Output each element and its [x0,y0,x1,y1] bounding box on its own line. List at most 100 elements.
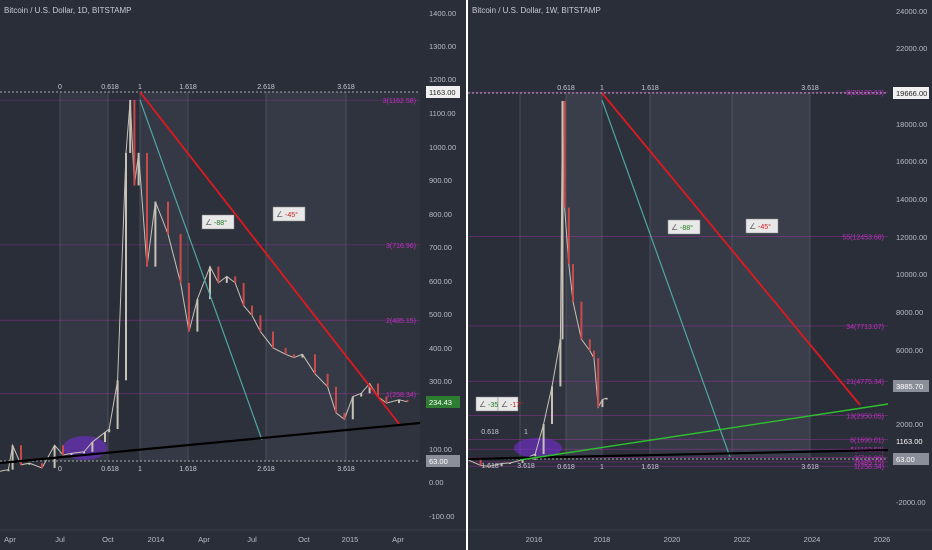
x-axis-tick-label: 2014 [148,535,165,544]
x-axis-tick-label: 2022 [734,535,751,544]
mini-fib-label: 1.618 [481,463,499,470]
price-series-line [0,99,408,472]
angle-badge[interactable] [497,396,519,412]
fib-time-label-top: 1.618 [179,84,197,91]
x-axis-tick-label: 2015 [342,535,359,544]
fib-time-label-top: 3.618 [801,85,819,92]
fib-time-label-top: 1 [600,85,604,92]
price-badge [426,396,460,408]
price-candle [551,386,553,425]
x-axis-tick-label: 2024 [804,535,821,544]
fib-time-label-bottom: 1.618 [179,466,197,473]
price-candle [561,100,564,340]
y-axis-tick-label: 22000.00 [896,44,927,53]
price-candle [488,465,490,467]
x-axis-tick-label: 2016 [526,535,543,544]
chart-panel-daily[interactable]: 3(1162.58) 3(716.96) 2(485.15) 1(258.34) 0 0.… [0,0,466,550]
x-axis-tick-label: Oct [298,535,311,544]
trend-line-teal [139,99,263,441]
angle-badge[interactable] [272,206,306,222]
mini-fib-label: 0.618 [481,429,499,436]
x-axis-tick-label: 2020 [664,535,681,544]
purple-highlight [514,438,562,458]
price-candle [53,445,56,469]
price-candle [293,354,295,358]
mini-fib-label: 3.618 [517,463,535,470]
y-axis-tick-label: 2000.00 [896,420,923,429]
y-axis-tick-label: 16000.00 [896,157,927,166]
angle-badge[interactable] [667,219,701,235]
chart-panel-weekly[interactable]: 8(20130.63) 55(12453.68) 34(7713.07) 21(477… [468,0,932,550]
trend-line-black [0,421,421,465]
x-axis-tick-label: Jul [55,535,65,544]
y-axis-tick-label: -2000.00 [896,498,926,507]
angle-badge[interactable] [201,214,235,230]
price-candle [601,399,604,408]
price-candle [234,276,237,283]
y-axis-tick-label: 500.00 [429,310,452,319]
price-candle [41,463,43,469]
price-badge [426,455,460,467]
angle-badge-label: -88° [680,224,693,232]
price-candle [251,305,253,316]
y-axis-tick-label: 1100.00 [429,109,456,118]
price-candle [368,383,371,394]
price-candle [242,282,245,306]
x-axis-tick-label: Oct [102,535,115,544]
y-axis-tick-label: 12000.00 [896,233,927,242]
y-axis-tick-label: 8000.00 [896,308,923,317]
fib-time-band [266,92,346,461]
trend-line-red [601,92,861,406]
weekly-chart-canvas[interactable]: 8(20130.63) 55(12453.68) 34(7713.07) 21(477… [468,0,932,550]
chart-title-weekly: Bitcoin / U.S. Dollar, 1W, BITSTAMP [472,6,601,15]
price-candle [509,462,511,464]
price-candle [167,201,169,235]
price-candle [351,396,354,420]
price-badge-label: 19666.00 [896,89,927,98]
fib-time-label-top: 2.618 [257,84,275,91]
price-candle [563,100,566,208]
price-candle [542,424,545,455]
fib-price-label: 34(7713.07) [846,324,884,331]
fib-price-label: 2(485.15) [854,460,884,467]
panel-divider[interactable] [466,0,468,550]
price-candle [385,396,388,404]
angle-icon: ∠ [749,222,756,231]
fib-time-band [732,93,810,457]
price-candle [133,99,136,186]
daily-chart-canvas[interactable]: 3(1162.58) 3(716.96) 2(485.15) 1(258.34) 0 0.… [0,0,466,550]
price-candle [360,393,363,397]
fib-time-label-bottom: 0.618 [557,464,575,471]
angle-icon: ∠ [671,223,678,232]
fib-time-band [346,92,420,461]
price-candle [209,266,211,300]
price-candle [597,358,600,408]
price-candle [559,339,562,387]
price-candle [605,397,608,400]
price-candle [500,463,503,467]
fib-time-label-top: 1 [138,84,142,91]
price-candle [7,469,10,472]
y-axis-tick-label: 1000.00 [429,143,456,152]
fib-time-label-top: 0 [58,84,62,91]
x-axis-tick-label: 2026 [874,535,891,544]
fib-time-label-bottom: 1 [600,464,604,471]
price-badge-label: 1163.00 [429,88,456,97]
angle-badge[interactable] [745,218,779,234]
price-candle [326,373,329,387]
price-candle [20,445,22,465]
price-candle [104,432,106,443]
y-axis-tick-label: -100.00 [429,512,454,521]
y-axis-tick-label: 1300.00 [429,42,456,51]
price-badge-label: 63.00 [429,457,448,466]
fib-price-label: 1(258.34) [854,464,884,471]
price-candle [154,201,157,267]
price-candle [272,331,274,348]
price-candle [398,399,400,404]
price-candle [188,282,190,332]
x-axis-tick-label: Apr [4,535,16,544]
price-candle [137,152,140,186]
price-candle [83,451,85,454]
angle-badge-label: -17° [510,401,523,409]
price-badge [893,87,929,99]
